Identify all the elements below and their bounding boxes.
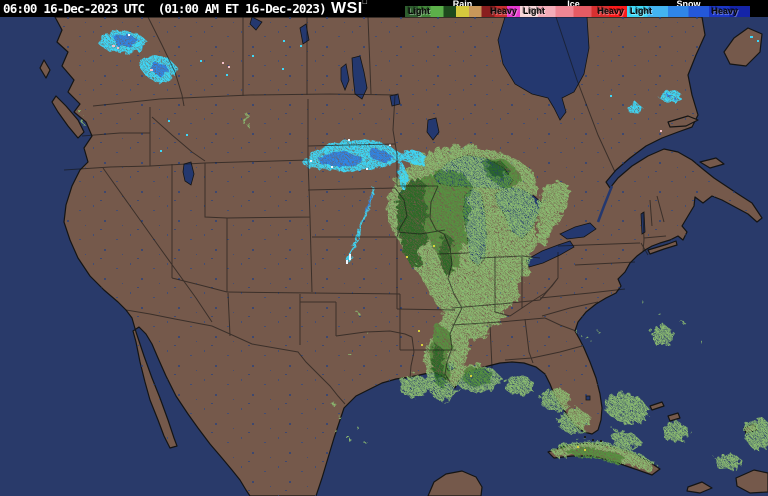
legend-snow-title: Snow	[676, 0, 701, 9]
radar-map	[0, 17, 768, 496]
rain-mid-gulf	[460, 364, 490, 384]
wsi-logo-text: WSI	[331, 0, 363, 17]
snow-band-hook	[396, 158, 407, 190]
rain-gulf-east	[538, 384, 568, 410]
rain-gulf-central2	[504, 372, 532, 394]
rain-dark-core2	[436, 230, 452, 274]
snow-quebec-small	[625, 100, 641, 112]
yucatan	[427, 470, 483, 496]
wyoming-border	[204, 159, 311, 219]
ice-and-white-specks	[112, 34, 662, 264]
rain-dark-wisconsin	[486, 160, 508, 176]
legend-ice-gradient: Light Heavy	[520, 6, 627, 17]
wsi-logo: WSI□	[331, 0, 367, 18]
lake-ontario	[559, 222, 597, 240]
rain-echoes	[76, 108, 768, 470]
great-salt-lake	[182, 161, 195, 186]
political-borders	[63, 17, 667, 405]
rain-right-edge	[712, 415, 768, 468]
legend-snow-gradient: Light Heavy	[627, 6, 750, 17]
rain-mid-cuba	[560, 444, 622, 462]
legend-ice-title: Ice	[567, 0, 580, 9]
snow-core-band1	[316, 149, 362, 165]
lake-winnipeg	[340, 55, 368, 100]
header-bar: 06:00 16-Dec-2023 UTC (01:00 AM ET 16-De…	[0, 0, 768, 17]
vancouver-island	[51, 95, 85, 139]
rain-gulf-west	[398, 372, 428, 396]
st-lawrence-river	[596, 185, 614, 223]
lake-okeechobee	[585, 395, 591, 401]
legend-ice-heavy-label: Heavy	[597, 6, 624, 16]
rain-caribbean	[660, 418, 688, 440]
great-slave-lake	[249, 17, 263, 31]
snow-streak-core	[363, 191, 371, 211]
lake-nipigon	[426, 117, 440, 141]
lake-erie	[525, 240, 575, 268]
rain-ontario	[534, 178, 568, 244]
rain-bahamas2	[612, 428, 640, 448]
hudson-bay	[497, 17, 590, 121]
rain-florida-strait	[556, 405, 588, 432]
prince-edward-island	[699, 157, 725, 169]
timestamp: 06:00 16-Dec-2023 UTC (01:00 AM ET 16-De…	[3, 1, 327, 16]
legend-snow-light-label: Light	[630, 6, 652, 16]
rain-michigan	[504, 194, 536, 260]
legend-rain-gradient: Light Heavy	[405, 6, 520, 17]
florida-keys	[584, 436, 602, 442]
haida-island	[39, 59, 51, 79]
rain-atlantic-specks	[648, 322, 672, 342]
legend-ice-light-label: Light	[523, 6, 545, 16]
legend-rain-heavy-label: Heavy	[490, 6, 517, 16]
snow-core-bc1	[112, 33, 138, 45]
snow-core-band2	[368, 146, 392, 161]
jamaica	[686, 481, 713, 494]
mississippi-river-border	[429, 185, 463, 383]
long-island	[647, 240, 678, 255]
legend-rain-light-label: Light	[408, 6, 430, 16]
snow-specks	[160, 36, 759, 152]
legend-rain-title: Rain	[452, 0, 473, 9]
hispaniola	[735, 469, 768, 494]
legend-snow-heavy-label: Heavy	[711, 6, 738, 16]
rain-bahamas	[602, 390, 648, 422]
us-canada-border	[92, 93, 398, 107]
us-mexico-border	[125, 309, 346, 405]
snow-core-bc2	[148, 60, 168, 75]
wsi-logo-mark: □	[362, 0, 368, 6]
